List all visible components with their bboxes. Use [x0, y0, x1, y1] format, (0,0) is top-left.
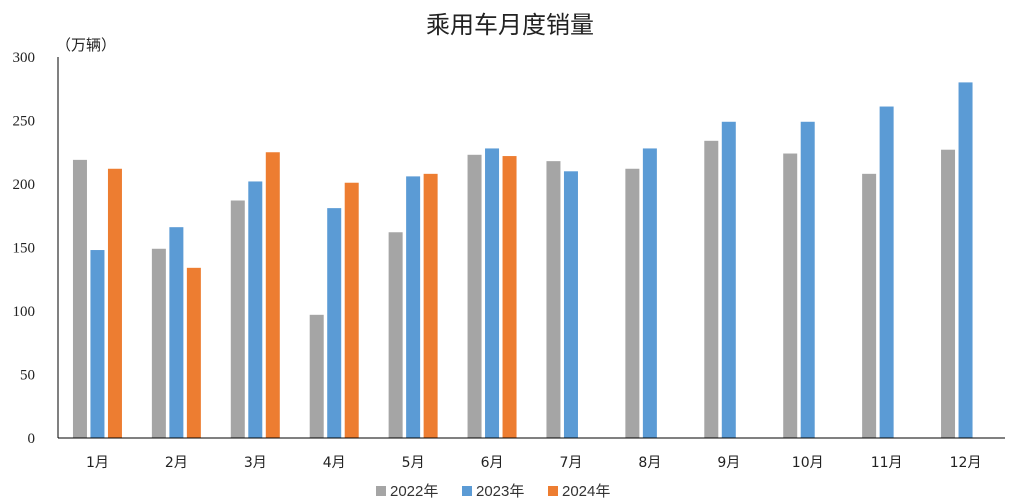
x-tick-label: 3月 [244, 455, 267, 471]
legend-label: 2023年 [476, 483, 524, 500]
bar-2024年-2月 [186, 267, 201, 438]
bar-2022年-8月 [625, 168, 640, 438]
x-tick-label: 5月 [402, 455, 425, 471]
bar-2023年-1月 [90, 250, 105, 438]
bar-2022年-10月 [783, 153, 798, 438]
bar-2023年-10月 [800, 121, 815, 439]
x-tick-label: 9月 [717, 455, 740, 471]
x-tick-label: 8月 [638, 455, 661, 471]
y-tick-label: 250 [13, 114, 36, 130]
bars-group [72, 82, 973, 439]
bar-2022年-1月 [72, 159, 87, 438]
x-tick-label: 11月 [871, 455, 903, 471]
legend-label: 2024年 [562, 483, 610, 500]
x-tick-label: 10月 [792, 455, 824, 471]
x-tick-label: 2月 [165, 455, 188, 471]
bar-2023年-2月 [169, 227, 184, 438]
bar-2022年-2月 [151, 248, 166, 438]
bar-2022年-7月 [546, 161, 561, 438]
bar-2023年-12月 [958, 82, 973, 439]
legend-swatch-2024年 [548, 486, 558, 496]
x-tick-label: 6月 [481, 455, 504, 471]
bar-2022年-6月 [467, 154, 482, 439]
bar-2024年-1月 [107, 168, 122, 438]
bar-2023年-4月 [327, 208, 342, 438]
bar-2023年-6月 [485, 148, 500, 438]
bar-2024年-6月 [502, 156, 517, 438]
bar-2022年-12月 [941, 149, 956, 438]
y-tick-label: 0 [28, 431, 36, 447]
bar-2023年-8月 [642, 148, 657, 438]
bar-2023年-3月 [248, 181, 263, 438]
bar-2024年-3月 [265, 152, 280, 438]
bar-2023年-11月 [879, 106, 894, 438]
legend-swatch-2023年 [462, 486, 472, 496]
y-tick-label: 300 [13, 50, 36, 66]
chart-title: 乘用车月度销量 [426, 11, 594, 39]
legend-label: 2022年 [390, 483, 438, 500]
bar-2023年-7月 [563, 171, 578, 439]
legend: 2022年 2023年 2024年 [376, 483, 610, 500]
bar-2023年-9月 [721, 121, 736, 439]
x-tick-label: 4月 [323, 455, 346, 471]
bar-2024年-5月 [423, 173, 438, 438]
y-tick-label: 50 [20, 368, 35, 384]
y-tick-label: 100 [13, 304, 36, 320]
bar-2022年-4月 [309, 314, 324, 438]
y-tick-label: 150 [13, 241, 36, 257]
x-tick-label: 12月 [950, 455, 982, 471]
bar-2023年-5月 [406, 176, 421, 438]
y-axis: 0 50 100 150 200 250 300 [13, 50, 59, 447]
bar-2022年-9月 [704, 140, 719, 438]
legend-swatch-2022年 [376, 486, 386, 496]
y-tick-label: 200 [13, 177, 36, 193]
bar-2022年-5月 [388, 232, 403, 438]
x-tick-label: 7月 [559, 455, 582, 471]
y-axis-unit-label: （万辆） [56, 36, 116, 54]
bar-2022年-11月 [862, 173, 877, 438]
x-axis: 1月 2月 3月 4月 5月 6月 7月 8月 9月 10月 11月 12月 [58, 437, 1005, 471]
x-tick-label: 1月 [86, 455, 109, 471]
bar-2024年-4月 [344, 182, 359, 438]
bar-2022年-3月 [230, 200, 245, 438]
